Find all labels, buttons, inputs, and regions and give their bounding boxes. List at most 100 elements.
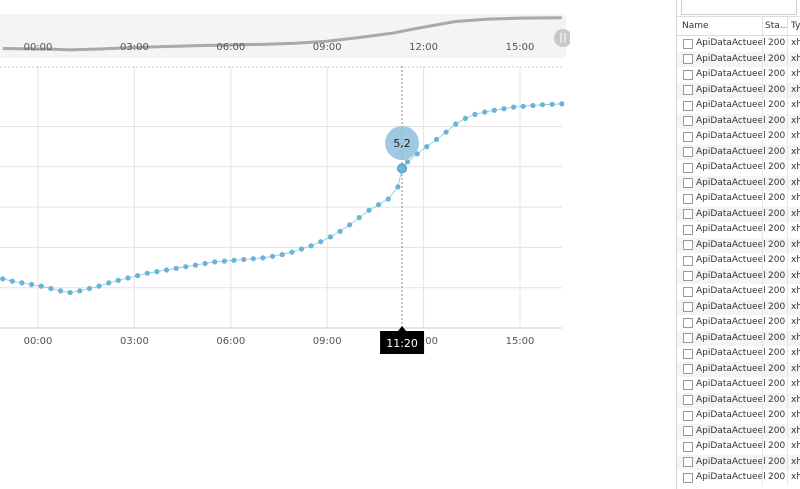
data-point[interactable] [327,234,333,240]
data-point[interactable] [289,249,295,255]
data-point[interactable] [482,109,488,115]
data-point[interactable] [125,275,131,281]
network-request-row[interactable]: ApiDataActueel 200 xh [677,67,800,83]
chart-area[interactable]: 00:00 03:00 06:00 09:00 12:00 15:00 00:00 03:00… [0,0,570,489]
network-request-row[interactable]: ApiDataActueel 200 xh [677,454,800,470]
row-checkbox[interactable] [683,426,693,436]
data-point[interactable] [144,270,150,276]
network-request-row[interactable]: ApiDataActueel 200 xh [677,284,800,300]
data-point[interactable] [29,281,35,288]
data-point[interactable] [424,144,430,150]
data-point[interactable] [501,106,507,112]
row-checkbox[interactable] [683,457,693,467]
row-checkbox[interactable] [683,100,693,111]
data-point[interactable] [472,111,478,117]
column-divider[interactable] [762,17,763,35]
network-request-row[interactable]: ApiDataActueel 200 xh [677,51,800,67]
data-point[interactable] [202,260,208,267]
row-checkbox[interactable] [683,162,693,173]
row-checkbox[interactable] [683,178,693,188]
data-point[interactable] [67,289,73,296]
data-point[interactable] [106,280,112,286]
data-point[interactable] [298,246,305,252]
network-request-row[interactable]: ApiDataActueel 200 xh [677,191,800,207]
data-point[interactable] [48,285,54,292]
row-checkbox[interactable] [683,441,693,452]
row-checkbox[interactable] [683,348,693,359]
data-point[interactable] [559,101,565,107]
data-point[interactable] [549,101,555,107]
data-point[interactable] [19,280,25,286]
data-point[interactable] [318,239,324,245]
data-point[interactable] [9,278,15,284]
chart-svg[interactable]: 00:00 03:00 06:00 09:00 12:00 15:00 00:00 03:00… [0,0,570,489]
data-point[interactable] [86,285,92,292]
data-point[interactable] [173,265,179,271]
data-point[interactable] [385,196,391,202]
data-point[interactable] [77,288,83,294]
network-request-row[interactable]: ApiDataActueel 200 xh [677,144,800,160]
data-point[interactable] [530,102,536,109]
data-point[interactable] [279,252,285,258]
row-checkbox[interactable] [683,224,693,235]
row-checkbox[interactable] [683,54,693,64]
network-request-row[interactable]: ApiDataActueel 200 xh [677,315,800,331]
data-point[interactable] [221,258,227,264]
network-request-row[interactable]: ApiDataActueel 200 xh [677,98,800,114]
data-point[interactable] [183,264,189,270]
row-checkbox[interactable] [683,333,693,343]
row-checkbox[interactable] [683,286,693,297]
network-request-row[interactable]: ApiDataActueel 200 xh [677,129,800,145]
data-point[interactable] [270,253,276,259]
data-point[interactable] [231,257,237,263]
network-request-row[interactable]: ApiDataActueel 200 xh [677,392,800,408]
row-checkbox[interactable] [683,38,693,49]
row-checkbox[interactable] [683,395,693,405]
row-checkbox[interactable] [683,193,693,204]
row-checkbox[interactable] [683,240,693,250]
network-request-row[interactable]: ApiDataActueel 200 xh [677,408,800,424]
data-point[interactable] [395,184,401,190]
network-request-row[interactable]: ApiDataActueel 200 xh [677,113,800,129]
filter-input[interactable] [681,0,797,15]
row-checkbox[interactable] [683,131,693,142]
data-point[interactable] [443,129,449,135]
data-point[interactable] [510,104,517,110]
row-checkbox[interactable] [683,472,693,483]
network-request-row[interactable]: ApiDataActueel 200 xh [677,330,800,346]
network-request-row[interactable]: ApiDataActueel 200 xh [677,268,800,284]
column-header-type[interactable]: Ty [791,21,800,31]
row-checkbox[interactable] [683,147,693,157]
network-request-row[interactable]: ApiDataActueel 200 xh [677,346,800,362]
row-checkbox[interactable] [683,255,693,266]
column-divider[interactable] [787,17,788,35]
data-point[interactable] [366,207,372,213]
network-request-row[interactable]: ApiDataActueel 200 xh [677,82,800,98]
network-request-row[interactable]: ApiDataActueel 200 xh [677,439,800,455]
row-checkbox[interactable] [683,379,693,390]
row-checkbox[interactable] [683,317,693,328]
row-checkbox[interactable] [683,209,693,219]
data-point[interactable] [250,256,256,262]
row-checkbox[interactable] [683,302,693,312]
data-point[interactable] [433,136,440,142]
data-point[interactable] [539,102,546,108]
row-checkbox[interactable] [683,85,693,95]
network-request-row[interactable]: ApiDataActueel 200 xh [677,160,800,176]
column-header-name[interactable]: Name [682,21,709,31]
network-request-row[interactable]: ApiDataActueel 200 xh [677,361,800,377]
network-request-row[interactable]: ApiDataActueel 200 xh [677,299,800,315]
network-request-row[interactable]: ApiDataActueel 200 xh [677,237,800,253]
data-point[interactable] [520,103,526,109]
row-checkbox[interactable] [683,410,693,421]
data-point[interactable] [192,262,199,268]
data-point[interactable] [212,259,218,265]
data-point[interactable] [241,256,247,263]
row-checkbox[interactable] [683,271,693,281]
navigator-handle[interactable] [554,29,570,47]
data-point[interactable] [308,243,314,249]
data-point[interactable] [337,228,343,234]
data-point[interactable] [115,277,121,283]
row-checkbox[interactable] [683,364,693,374]
data-point[interactable] [453,121,459,127]
